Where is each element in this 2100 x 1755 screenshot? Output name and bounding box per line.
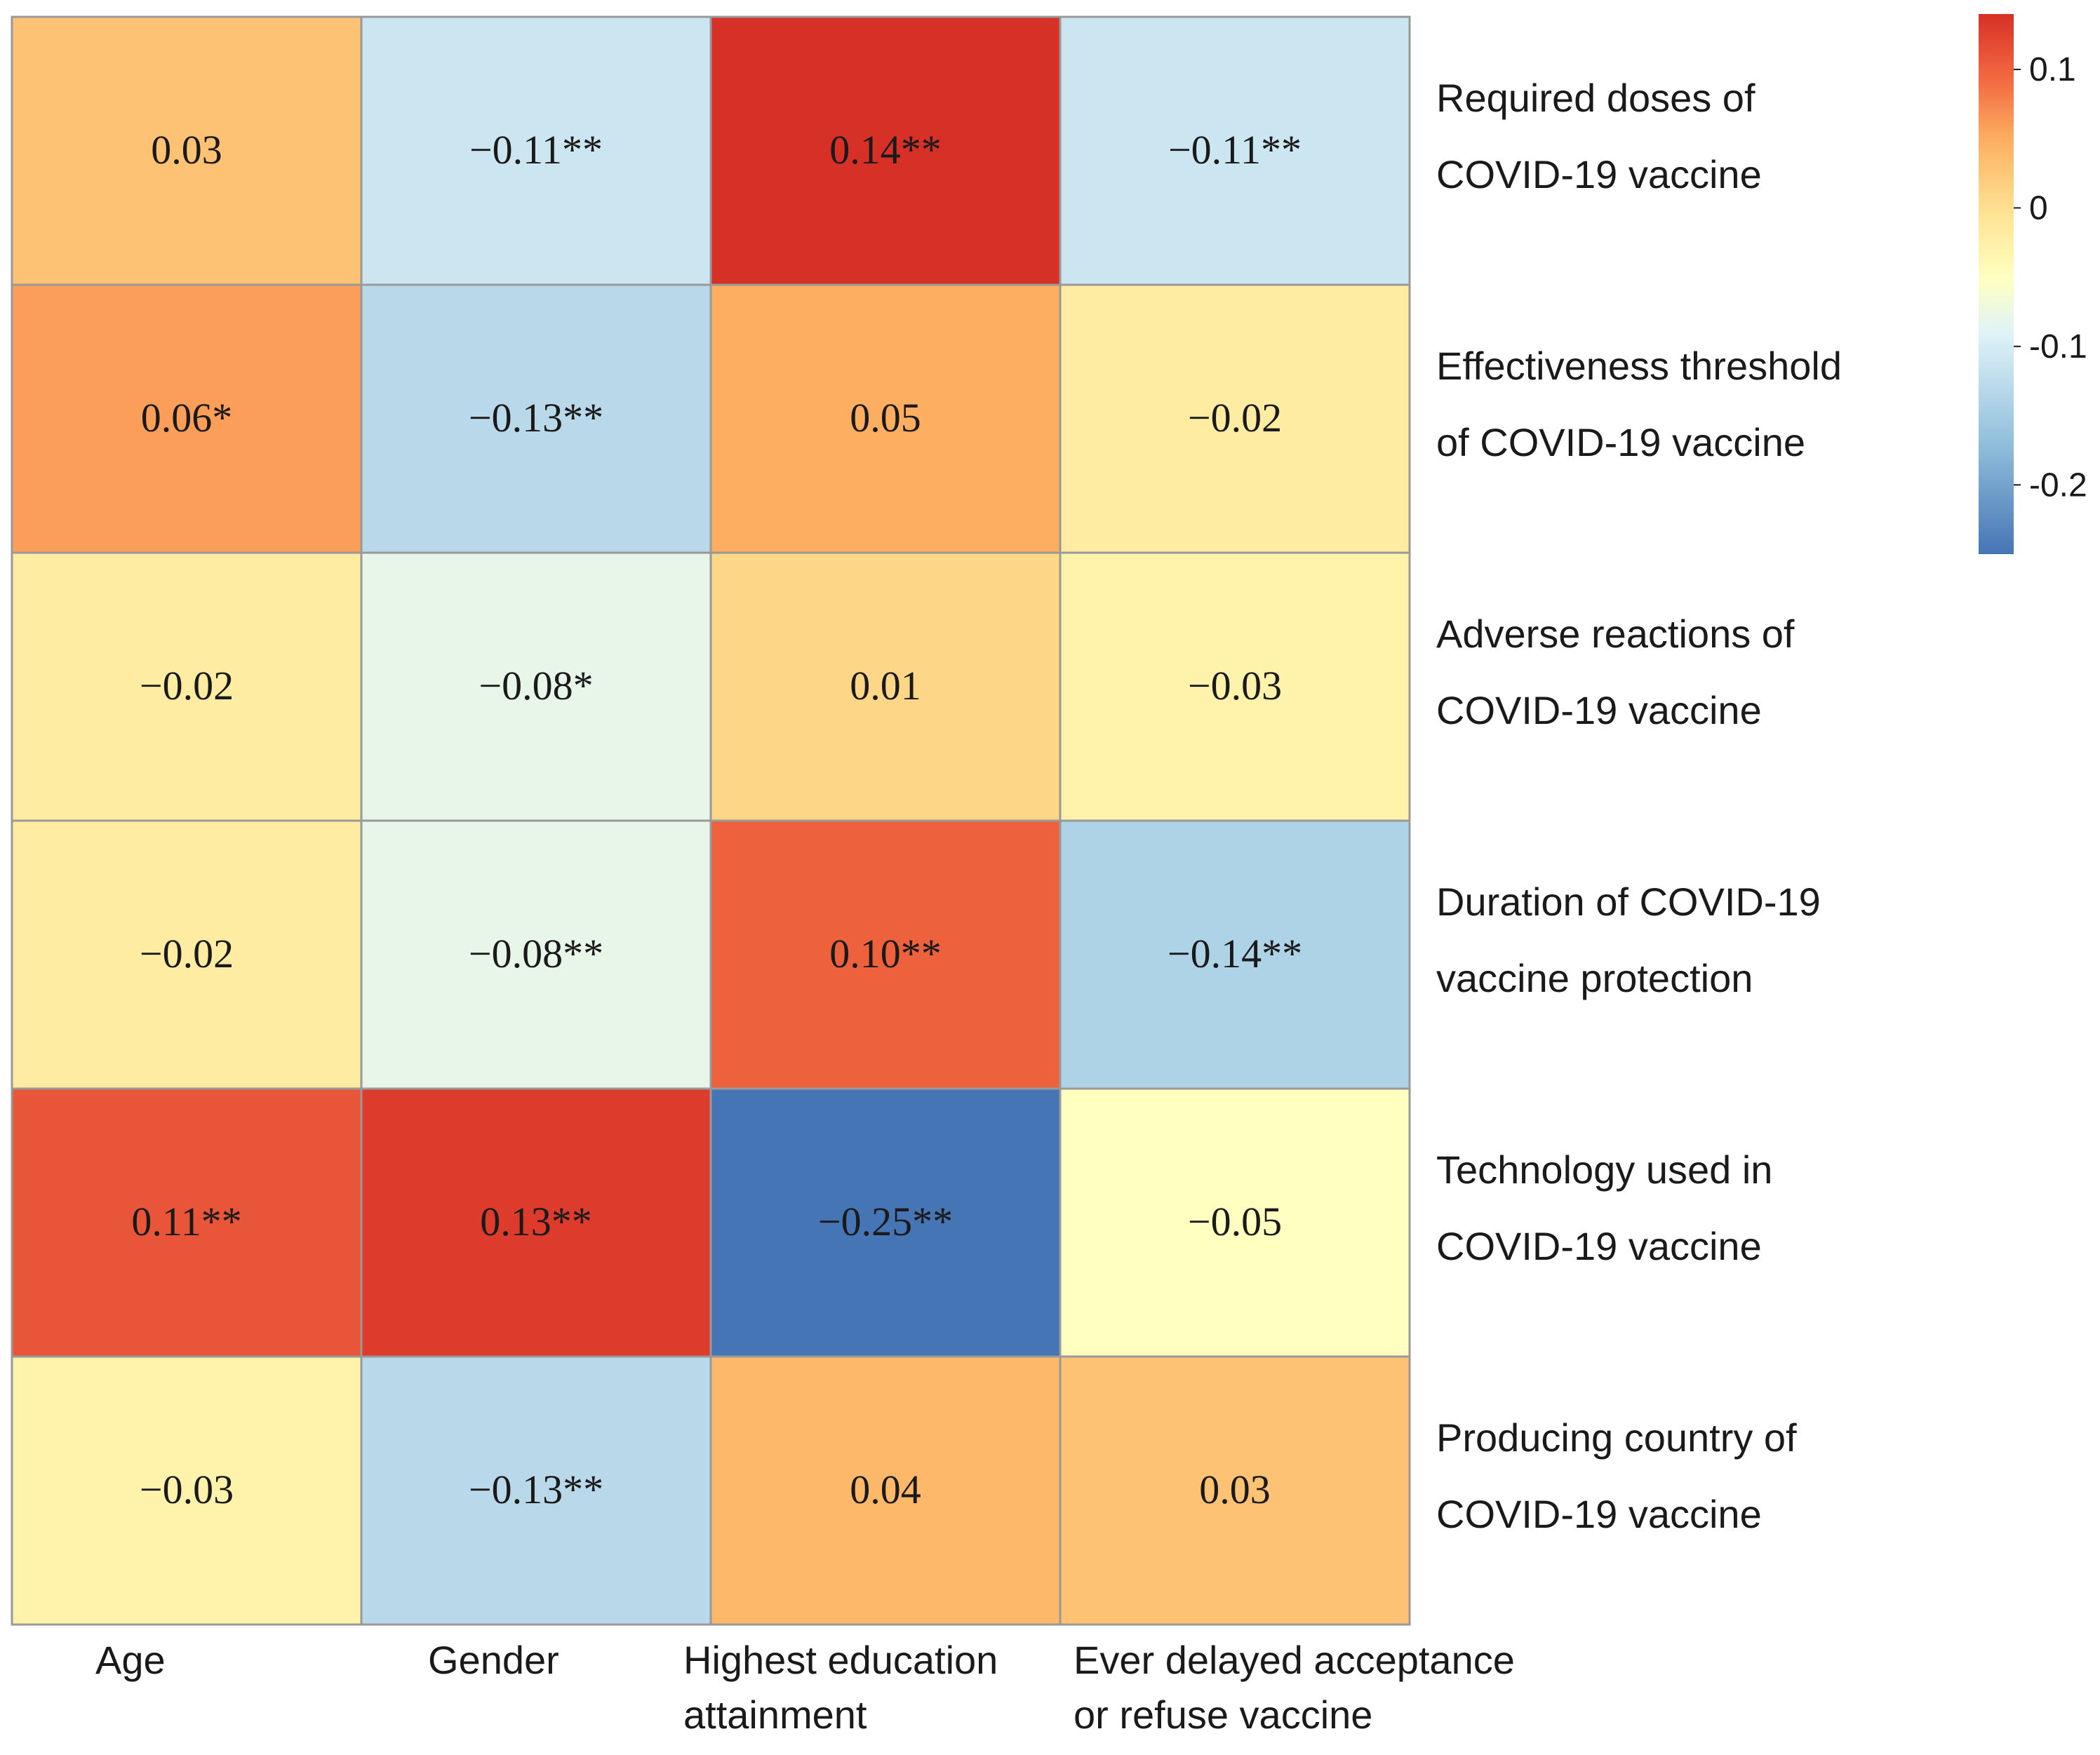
heatmap-cell [360, 283, 712, 554]
row-label: Required doses of [1436, 76, 1755, 120]
cell-value-label: 0.01 [850, 663, 921, 708]
column-label: Highest education [683, 1638, 998, 1682]
heatmap-cell [360, 1355, 712, 1626]
heatmap-cell [1059, 551, 1411, 822]
row-label: of COVID-19 vaccine [1436, 420, 1805, 464]
legend-tick-label: -0.2 [2029, 466, 2087, 504]
heatmap-cell [360, 819, 712, 1090]
row-label: COVID-19 vaccine [1436, 1224, 1762, 1268]
cell-value-label: −0.02 [140, 663, 234, 708]
heatmap-cell [709, 819, 1062, 1090]
heatmap-cell [11, 1087, 363, 1358]
legend-colorbar [1979, 14, 2014, 554]
cell-value-label: −0.14** [1168, 931, 1302, 976]
row-label: vaccine protection [1436, 956, 1753, 1000]
heatmap-cell [1059, 15, 1411, 286]
heatmap-cell [1059, 819, 1411, 1090]
column-label: Ever delayed acceptance [1074, 1638, 1515, 1682]
legend-tick-label: 0.1 [2029, 51, 2076, 88]
heatmap-cell [360, 551, 712, 822]
legend-tick-label: 0 [2029, 189, 2048, 227]
cell-value-label: 0.03 [151, 127, 222, 173]
cell-value-label: 0.14** [829, 127, 942, 173]
heatmap-cell [709, 283, 1062, 554]
row-label: Technology used in [1436, 1148, 1772, 1192]
cell-value-label: −0.13** [469, 1467, 603, 1512]
row-labels: Required doses of COVID-19 vaccine Effecti… [1436, 76, 1842, 1536]
heatmap-cell [709, 1355, 1062, 1626]
cell-value-label: 0.03 [1199, 1467, 1271, 1512]
heatmap-cell [360, 1087, 712, 1358]
cell-value-label: −0.02 [1188, 395, 1282, 441]
row-label: Effectiveness threshold [1436, 344, 1842, 388]
column-label: Age [95, 1638, 166, 1682]
cell-value-label: −0.02 [140, 931, 234, 976]
cell-value-label: 0.06* [141, 395, 233, 441]
column-label: or refuse vaccine [1074, 1693, 1372, 1737]
cell-value-label: 0.11** [131, 1199, 241, 1244]
column-labels: Age Gender Highest education attainment Ever… [95, 1638, 1515, 1737]
heatmap-cell [709, 15, 1062, 286]
heatmap-cell [11, 1355, 363, 1626]
cell-value-label: −0.05 [1188, 1199, 1282, 1244]
heatmap-cell [1059, 1087, 1411, 1358]
column-label: attainment [683, 1693, 867, 1737]
cell-value-label: −0.08** [469, 931, 603, 976]
cell-value-label: 0.05 [850, 395, 921, 441]
heatmap-cell [709, 1087, 1062, 1358]
cell-value-label: 0.04 [850, 1467, 921, 1512]
heatmap-cell [11, 15, 363, 286]
cell-value-label: −0.03 [1188, 663, 1282, 708]
heatmap-cell [1059, 283, 1411, 554]
heatmap-cell [360, 15, 712, 286]
cell-value-label: −0.13** [469, 395, 603, 441]
color-legend: 0.1 0 -0.1 -0.2 [1979, 14, 2087, 554]
row-label: Adverse reactions of [1436, 612, 1795, 656]
cell-value-label: −0.03 [140, 1467, 234, 1512]
cell-value-label: −0.25** [818, 1199, 953, 1244]
cell-value-label: 0.13** [480, 1199, 592, 1244]
heatmap-cell [11, 819, 363, 1090]
row-label: COVID-19 vaccine [1436, 152, 1762, 196]
row-label: COVID-19 vaccine [1436, 688, 1762, 732]
column-label: Gender [428, 1638, 559, 1682]
heatmap-cell [1059, 1355, 1411, 1626]
heatmap-cell [11, 283, 363, 554]
row-label: COVID-19 vaccine [1436, 1492, 1762, 1536]
cell-value-label: −0.08* [479, 663, 593, 708]
legend-tick-label: -0.1 [2029, 328, 2087, 365]
cell-value-label: −0.11** [1168, 127, 1302, 173]
cell-value-label: 0.10** [829, 931, 942, 976]
row-label: Duration of COVID-19 [1436, 880, 1821, 924]
cell-value-label: −0.11** [469, 127, 603, 173]
heatmap-cells: 0.03 −0.11** 0.14** −0.11** 0.06* −0.13** 0.05… [11, 15, 1411, 1626]
row-label: Producing country of [1436, 1416, 1797, 1460]
